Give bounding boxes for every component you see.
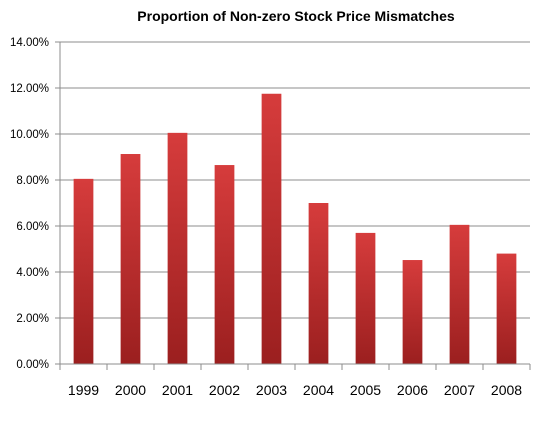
bar-2005 <box>355 232 376 364</box>
y-tick-label: 8.00% <box>16 175 49 187</box>
bar-2006 <box>402 260 423 364</box>
chart-title: Proportion of Non-zero Stock Price Misma… <box>137 8 455 24</box>
y-tick-label: 2.00% <box>16 313 49 325</box>
bars <box>73 93 517 364</box>
bar-2004 <box>308 203 329 364</box>
x-tick-labels: 1999 2000 2001 2002 2003 2004 2005 2006 2007 2008 <box>68 382 522 398</box>
y-tick-label: 4.00% <box>16 267 49 279</box>
x-tick-label: 2002 <box>209 382 240 398</box>
x-tick-label: 2001 <box>162 382 193 398</box>
bar-2008 <box>496 253 517 364</box>
x-tick-label: 2008 <box>491 382 522 398</box>
x-tick-label: 1999 <box>68 382 99 398</box>
x-tick-label: 2004 <box>303 382 334 398</box>
y-tick-label: 10.00% <box>10 129 49 141</box>
x-tick-label: 2007 <box>444 382 475 398</box>
y-tick-label: 0.00% <box>16 359 49 371</box>
axes <box>59 42 531 370</box>
y-tick-label: 6.00% <box>16 221 49 233</box>
bar-2001 <box>167 132 188 364</box>
bar-2007 <box>449 224 470 364</box>
x-tick-label: 2006 <box>397 382 428 398</box>
x-tick-label: 2003 <box>256 382 287 398</box>
bar-2002 <box>214 165 235 364</box>
bar-2000 <box>120 154 141 364</box>
y-tick-labels: 0.00% 2.00% 4.00% 6.00% 8.00% 10.00% 12.00% 14.… <box>10 37 49 371</box>
y-tick-label: 14.00% <box>10 37 49 49</box>
bar-2003 <box>261 93 282 364</box>
x-tick-label: 2005 <box>350 382 381 398</box>
bar-1999 <box>73 178 94 364</box>
y-tick-label: 12.00% <box>10 83 49 95</box>
x-tick-label: 2000 <box>115 382 146 398</box>
